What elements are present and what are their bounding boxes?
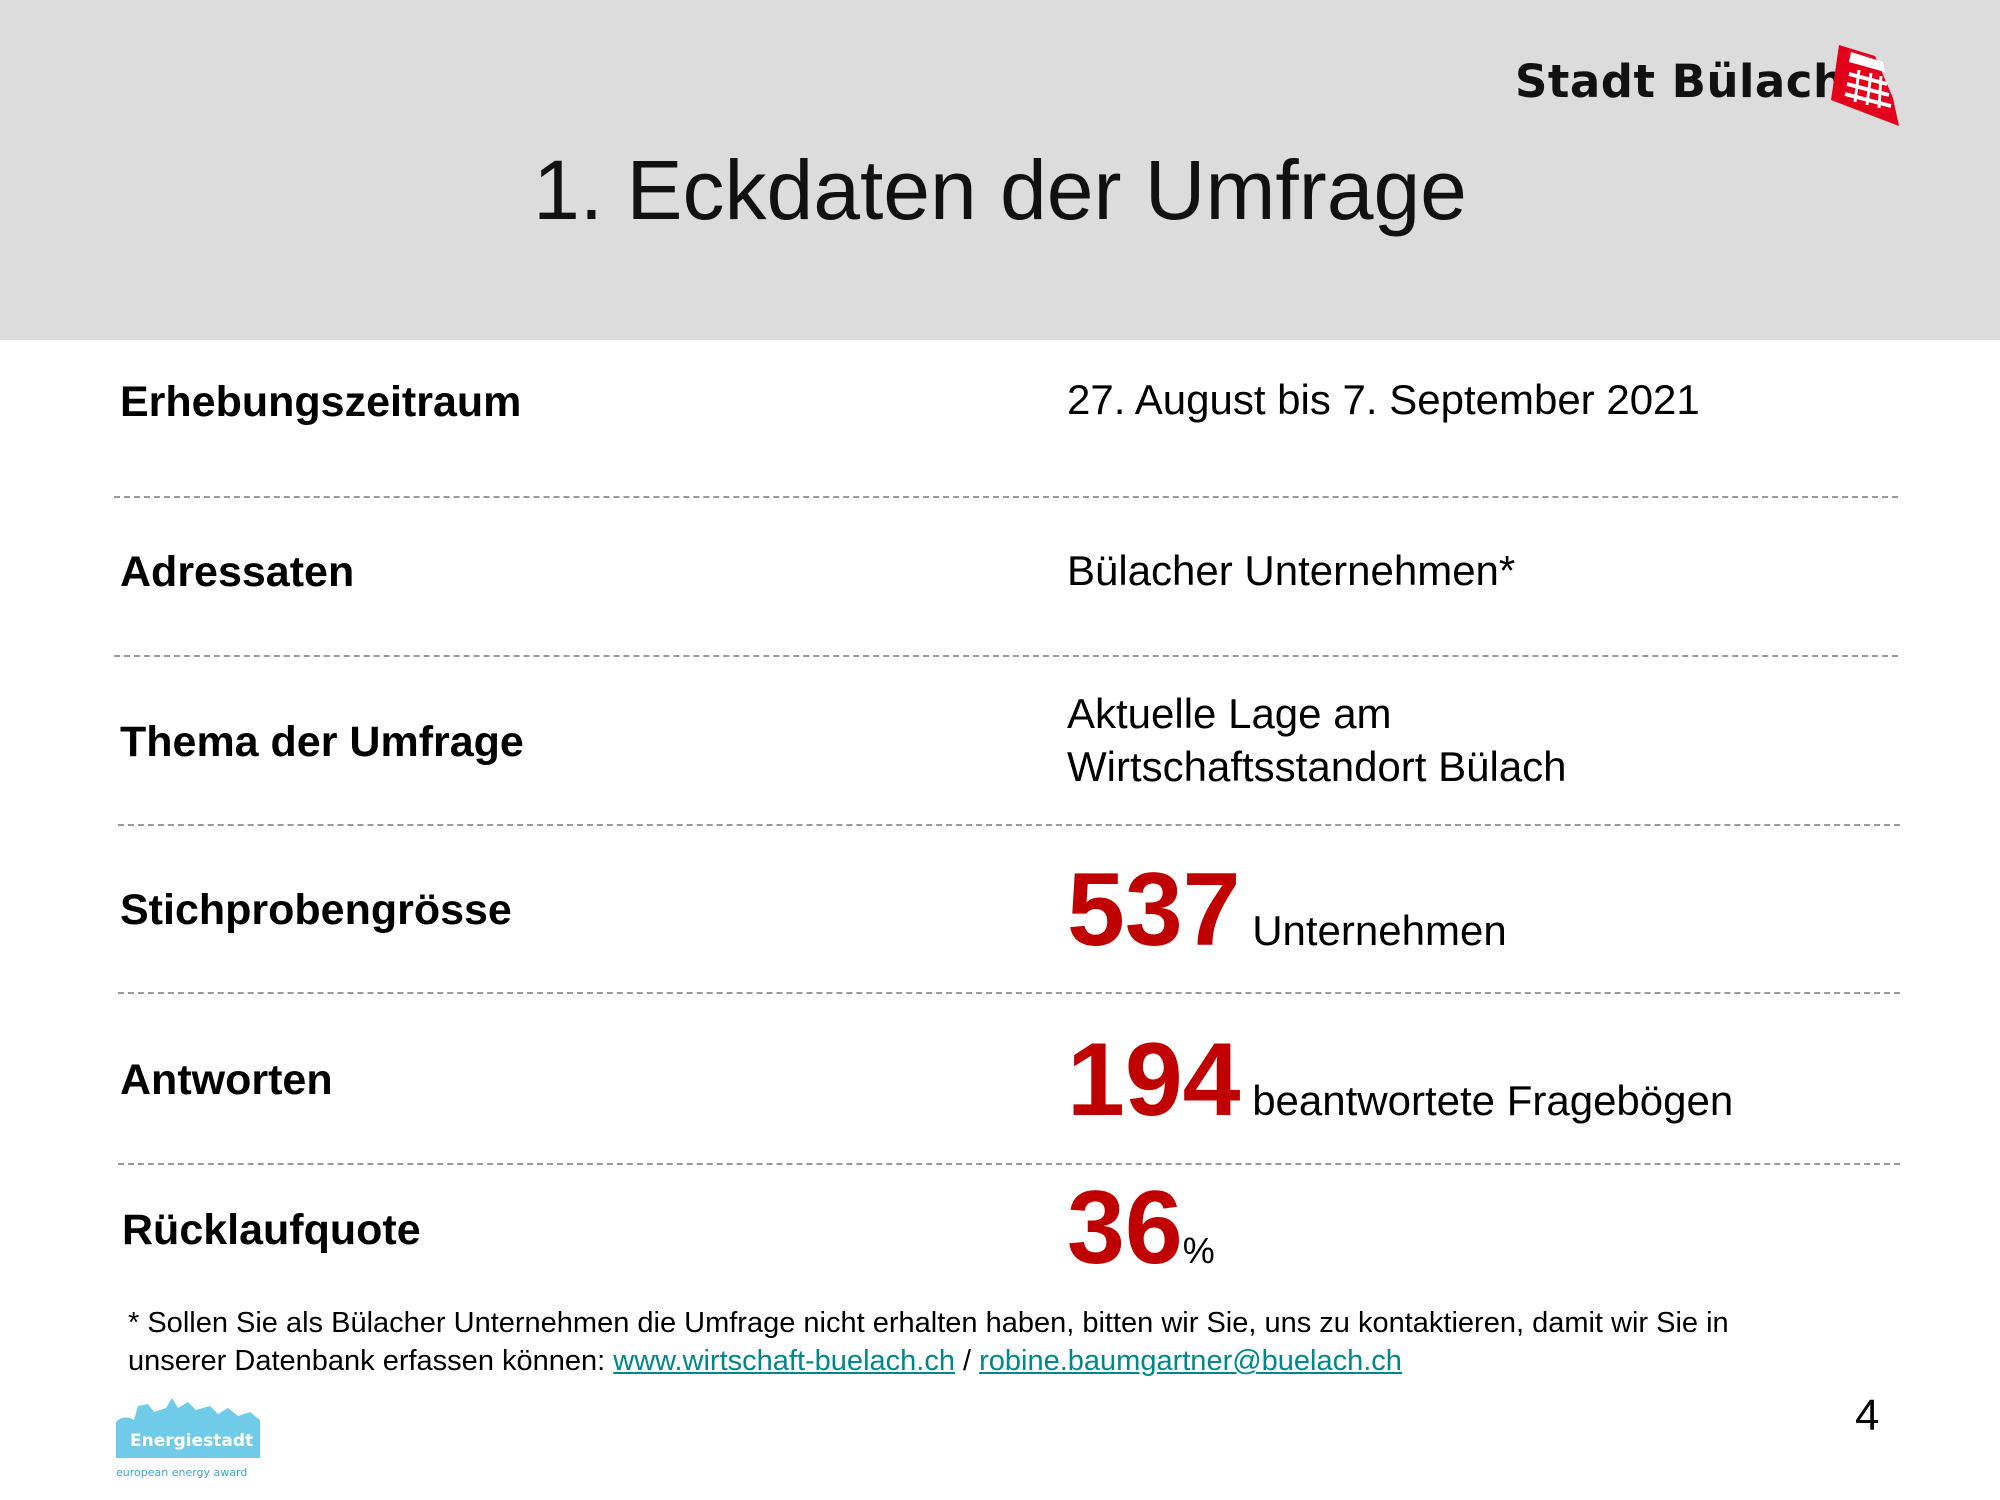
page-number: 4: [1855, 1391, 1880, 1440]
row-separator: [118, 992, 1900, 994]
badge-title: Energiestadt: [130, 1431, 253, 1451]
row-separator: [114, 655, 1898, 657]
row-label-adressaten: Adressaten: [120, 548, 355, 596]
row-separator: [114, 496, 1898, 498]
row-value-thema-line2: Wirtschaftsstandort Bülach: [1067, 743, 1567, 790]
sample-size-unit: Unternehmen: [1252, 907, 1507, 954]
row-label-ruecklaufquote: Rücklaufquote: [122, 1206, 421, 1254]
row-separator: [118, 824, 1900, 826]
row-value-antworten: 194 beantwortete Fragebögen: [1067, 1028, 1733, 1132]
row-label-stichprobengroesse: Stichprobengrösse: [120, 886, 512, 934]
footnote: * Sollen Sie als Bülacher Unternehmen di…: [128, 1304, 1888, 1380]
return-rate-number: 36: [1067, 1170, 1183, 1286]
row-value-stichprobengroesse: 537 Unternehmen: [1067, 858, 1507, 962]
slide-title: 1. Eckdaten der Umfrage: [533, 143, 1467, 237]
row-label-antworten: Antworten: [120, 1056, 333, 1104]
badge-subtitle: european energy award: [116, 1466, 247, 1479]
footnote-line2-text: unserer Datenbank erfassen können:: [128, 1345, 614, 1377]
responses-unit: beantwortete Fragebögen: [1252, 1077, 1734, 1124]
energiestadt-badge: Energiestadt european energy award: [114, 1380, 274, 1480]
slide-header: Stadt Bülach 1. Eckdaten der Umfrage: [0, 0, 2000, 340]
sample-size-number: 537: [1067, 852, 1241, 968]
row-label-thema: Thema der Umfrage: [120, 718, 524, 766]
footnote-line2: unserer Datenbank erfassen können: www.w…: [128, 1342, 1888, 1380]
row-separator: [118, 1163, 1900, 1165]
row-value-thema-line1: Aktuelle Lage am: [1067, 690, 1392, 737]
email-link[interactable]: robine.baumgartner@buelach.ch: [979, 1345, 1402, 1377]
stadt-buelach-crest-icon: [1831, 45, 1899, 126]
row-label-erhebungszeitraum: Erhebungszeitraum: [120, 378, 522, 426]
row-value-adressaten: Bülacher Unternehmen*: [1067, 547, 1516, 594]
row-value-erhebungszeitraum: 27. August bis 7. September 2021: [1067, 376, 1700, 423]
footnote-line1: * Sollen Sie als Bülacher Unternehmen di…: [128, 1307, 1729, 1339]
energiestadt-skyline-icon: Energiestadt european energy award: [116, 1398, 260, 1479]
website-link[interactable]: www.wirtschaft-buelach.ch: [613, 1345, 955, 1377]
logo-text: Stadt Bülach: [1515, 55, 1846, 108]
row-value-ruecklaufquote: 36%: [1067, 1176, 1215, 1280]
return-rate-unit: %: [1182, 1230, 1215, 1271]
link-separator: /: [954, 1345, 980, 1377]
responses-number: 194: [1067, 1022, 1241, 1138]
